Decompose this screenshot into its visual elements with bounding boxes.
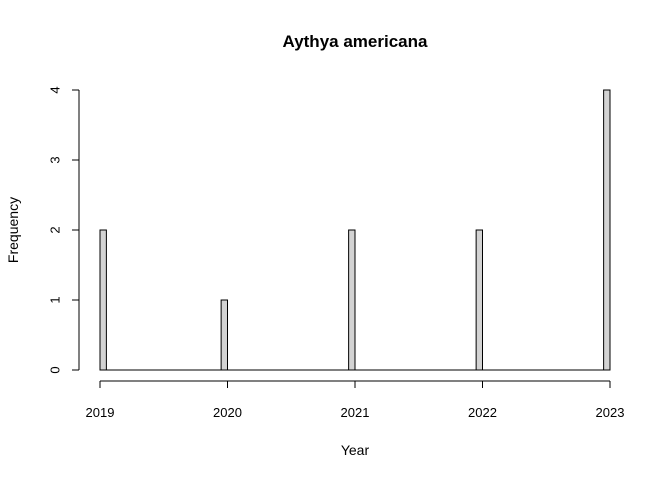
- bars-group: [99, 89, 611, 371]
- y-axis-label: Frequency: [5, 197, 21, 263]
- x-tick-label-1: 2020: [213, 405, 242, 420]
- y-tick-label-0: 0: [48, 366, 63, 373]
- x-tick-label-2: 2021: [341, 405, 370, 420]
- chart-title: Aythya americana: [283, 32, 428, 51]
- y-axis: 0 1 2 3 4: [48, 86, 80, 374]
- y-tick-label-3: 3: [48, 156, 63, 163]
- bar-1: [220, 299, 228, 371]
- x-axis: 2019 2020 2021 2022 2023: [86, 380, 625, 420]
- x-tick-label-3: 2022: [468, 405, 497, 420]
- x-axis-label: Year: [341, 442, 370, 458]
- x-tick-label-4: 2023: [596, 405, 625, 420]
- bar-0: [99, 229, 107, 371]
- bar-3: [475, 229, 483, 371]
- y-tick-label-4: 4: [48, 86, 63, 93]
- y-tick-label-2: 2: [48, 226, 63, 233]
- x-tick-label-0: 2019: [86, 405, 115, 420]
- bar-4: [603, 89, 611, 371]
- bar-2: [348, 229, 356, 371]
- y-tick-label-1: 1: [48, 296, 63, 303]
